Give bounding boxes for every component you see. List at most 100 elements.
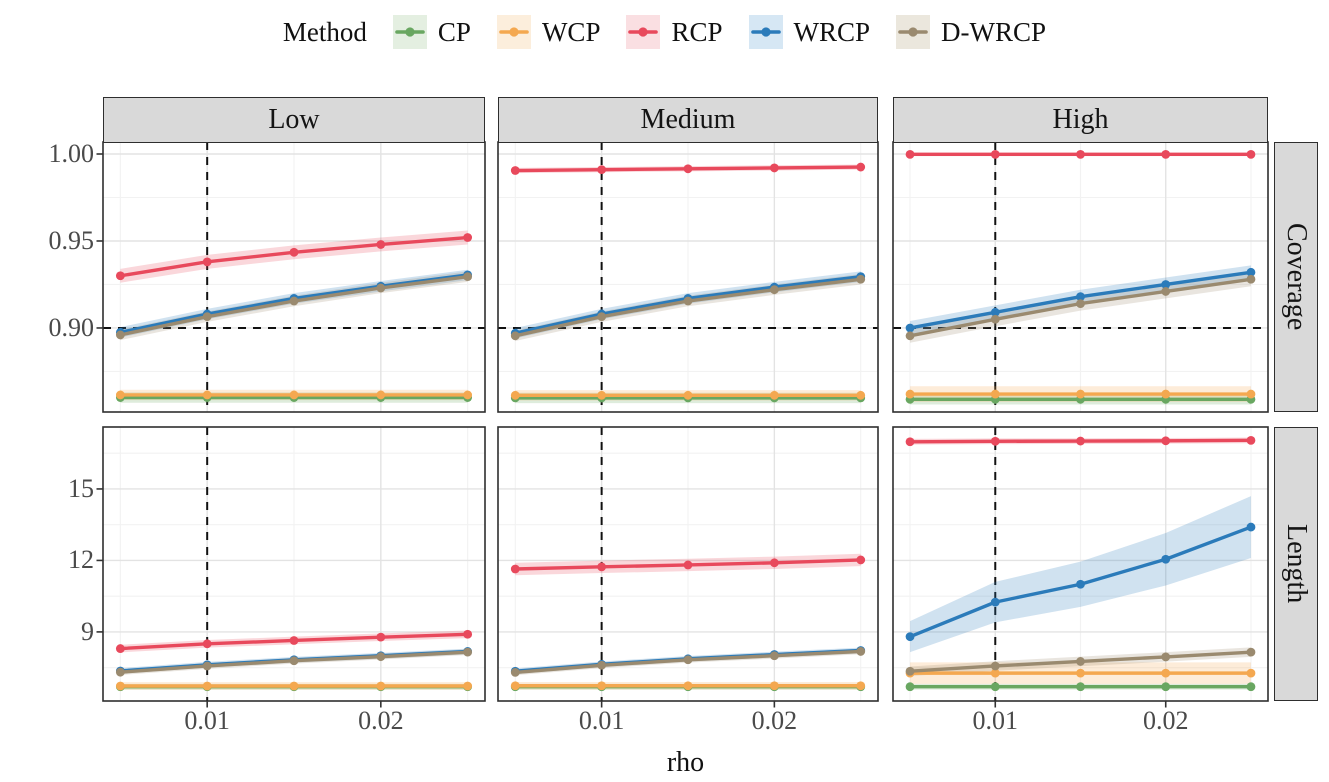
point-wcp — [376, 390, 386, 400]
y-tick-label: 12 — [68, 545, 94, 575]
legend-swatch-icon — [626, 15, 661, 49]
x-tick-label: 0.01 — [578, 706, 625, 735]
point-cp — [1246, 682, 1256, 692]
point-wcp — [769, 390, 779, 400]
facet-strip-coverage: Coverage — [1274, 142, 1318, 412]
point-wcp — [510, 681, 520, 691]
x-tick-label: 0.01 — [972, 706, 1019, 735]
legend-key-wcp: WCP — [496, 15, 600, 49]
y-tick-label: 0.90 — [48, 312, 95, 342]
point-wcp — [1076, 389, 1085, 399]
point-wcp — [1076, 668, 1085, 678]
point-wcp — [597, 681, 607, 691]
point-rcp — [683, 164, 693, 174]
point-d-wrcp — [289, 296, 299, 306]
point-rcp — [510, 564, 520, 574]
legend: Method CP WCP RCP WRCP D-WRCP — [0, 8, 1329, 56]
point-rcp — [1076, 149, 1085, 159]
x-tick-label: 0.02 — [1142, 706, 1189, 735]
point-d-wrcp — [1076, 299, 1085, 309]
panel-length-low — [96, 426, 486, 708]
panel-coverage-low — [96, 141, 486, 413]
point-rcp — [597, 562, 607, 572]
facet-strip-medium: Medium — [498, 97, 878, 143]
point-wcp — [1246, 389, 1256, 399]
point-rcp — [202, 639, 212, 649]
x-tick-label: 0.02 — [358, 706, 404, 735]
legend-key-wrcp: WRCP — [748, 15, 870, 49]
point-d-wrcp — [597, 660, 607, 670]
facet-strip-low: Low — [103, 97, 485, 143]
legend-keys: CP WCP RCP WRCP D-WRCP — [392, 15, 1046, 49]
point-d-wrcp — [683, 655, 693, 665]
point-d-wrcp — [1076, 657, 1085, 666]
point-wcp — [1161, 668, 1171, 678]
point-d-wrcp — [1161, 287, 1171, 296]
point-rcp — [289, 636, 299, 645]
point-rcp — [856, 555, 866, 565]
point-wcp — [905, 389, 915, 399]
panel-length-medium — [497, 426, 879, 708]
point-d-wrcp — [463, 647, 473, 657]
legend-key-d-wrcp: D-WRCP — [896, 15, 1046, 49]
panel-border — [892, 426, 1269, 702]
point-d-wrcp — [510, 331, 520, 341]
point-d-wrcp — [856, 647, 866, 656]
x-tick-label: 0.02 — [751, 706, 798, 735]
legend-key-cp: CP — [392, 15, 471, 49]
point-wrcp — [905, 323, 915, 333]
point-wcp — [202, 390, 212, 400]
point-d-wrcp — [905, 666, 915, 676]
legend-key-rcp: RCP — [626, 15, 723, 49]
point-wcp — [856, 681, 866, 691]
panel-length-high — [892, 426, 1269, 708]
point-rcp — [1246, 435, 1256, 445]
point-wcp — [683, 390, 693, 400]
point-wcp — [683, 681, 693, 691]
point-wcp — [510, 390, 520, 400]
point-d-wrcp — [990, 661, 1000, 671]
point-wrcp — [990, 307, 1000, 317]
point-d-wrcp — [1246, 647, 1256, 657]
point-d-wrcp — [202, 661, 212, 671]
point-wcp — [856, 390, 866, 400]
point-d-wrcp — [597, 312, 607, 322]
point-wcp — [1246, 668, 1256, 678]
point-rcp — [856, 162, 866, 172]
point-wrcp — [1076, 292, 1085, 302]
panel-coverage-medium — [497, 141, 879, 413]
legend-swatch-icon — [392, 15, 427, 49]
y-tick-label: 9 — [81, 616, 94, 646]
point-rcp — [1246, 149, 1256, 159]
point-rcp — [202, 257, 212, 267]
point-rcp — [376, 632, 386, 642]
point-wrcp — [1161, 554, 1171, 564]
point-d-wrcp — [683, 296, 693, 306]
point-wrcp — [990, 597, 1000, 607]
point-d-wrcp — [769, 651, 779, 661]
point-cp — [1161, 682, 1171, 692]
point-wrcp — [1076, 579, 1085, 589]
y-tick-label: 0.95 — [48, 225, 95, 255]
point-d-wrcp — [990, 314, 1000, 324]
point-rcp — [376, 240, 386, 249]
point-wcp — [463, 681, 473, 691]
point-wcp — [769, 681, 779, 691]
point-wcp — [289, 390, 299, 400]
point-wcp — [990, 389, 1000, 399]
y-tick-label: 15 — [68, 473, 94, 503]
point-d-wrcp — [115, 667, 125, 677]
facet-strip-low-label: Low — [268, 104, 320, 135]
panel-border — [497, 426, 879, 702]
point-rcp — [683, 560, 693, 570]
point-wcp — [115, 390, 125, 400]
point-cp — [990, 682, 1000, 692]
point-wcp — [289, 681, 299, 691]
panel-coverage-high — [892, 141, 1269, 413]
point-d-wrcp — [115, 330, 125, 340]
point-wcp — [463, 390, 473, 400]
point-d-wrcp — [202, 312, 212, 322]
point-d-wrcp — [376, 283, 386, 293]
legend-key-label: D-WRCP — [941, 16, 1047, 47]
